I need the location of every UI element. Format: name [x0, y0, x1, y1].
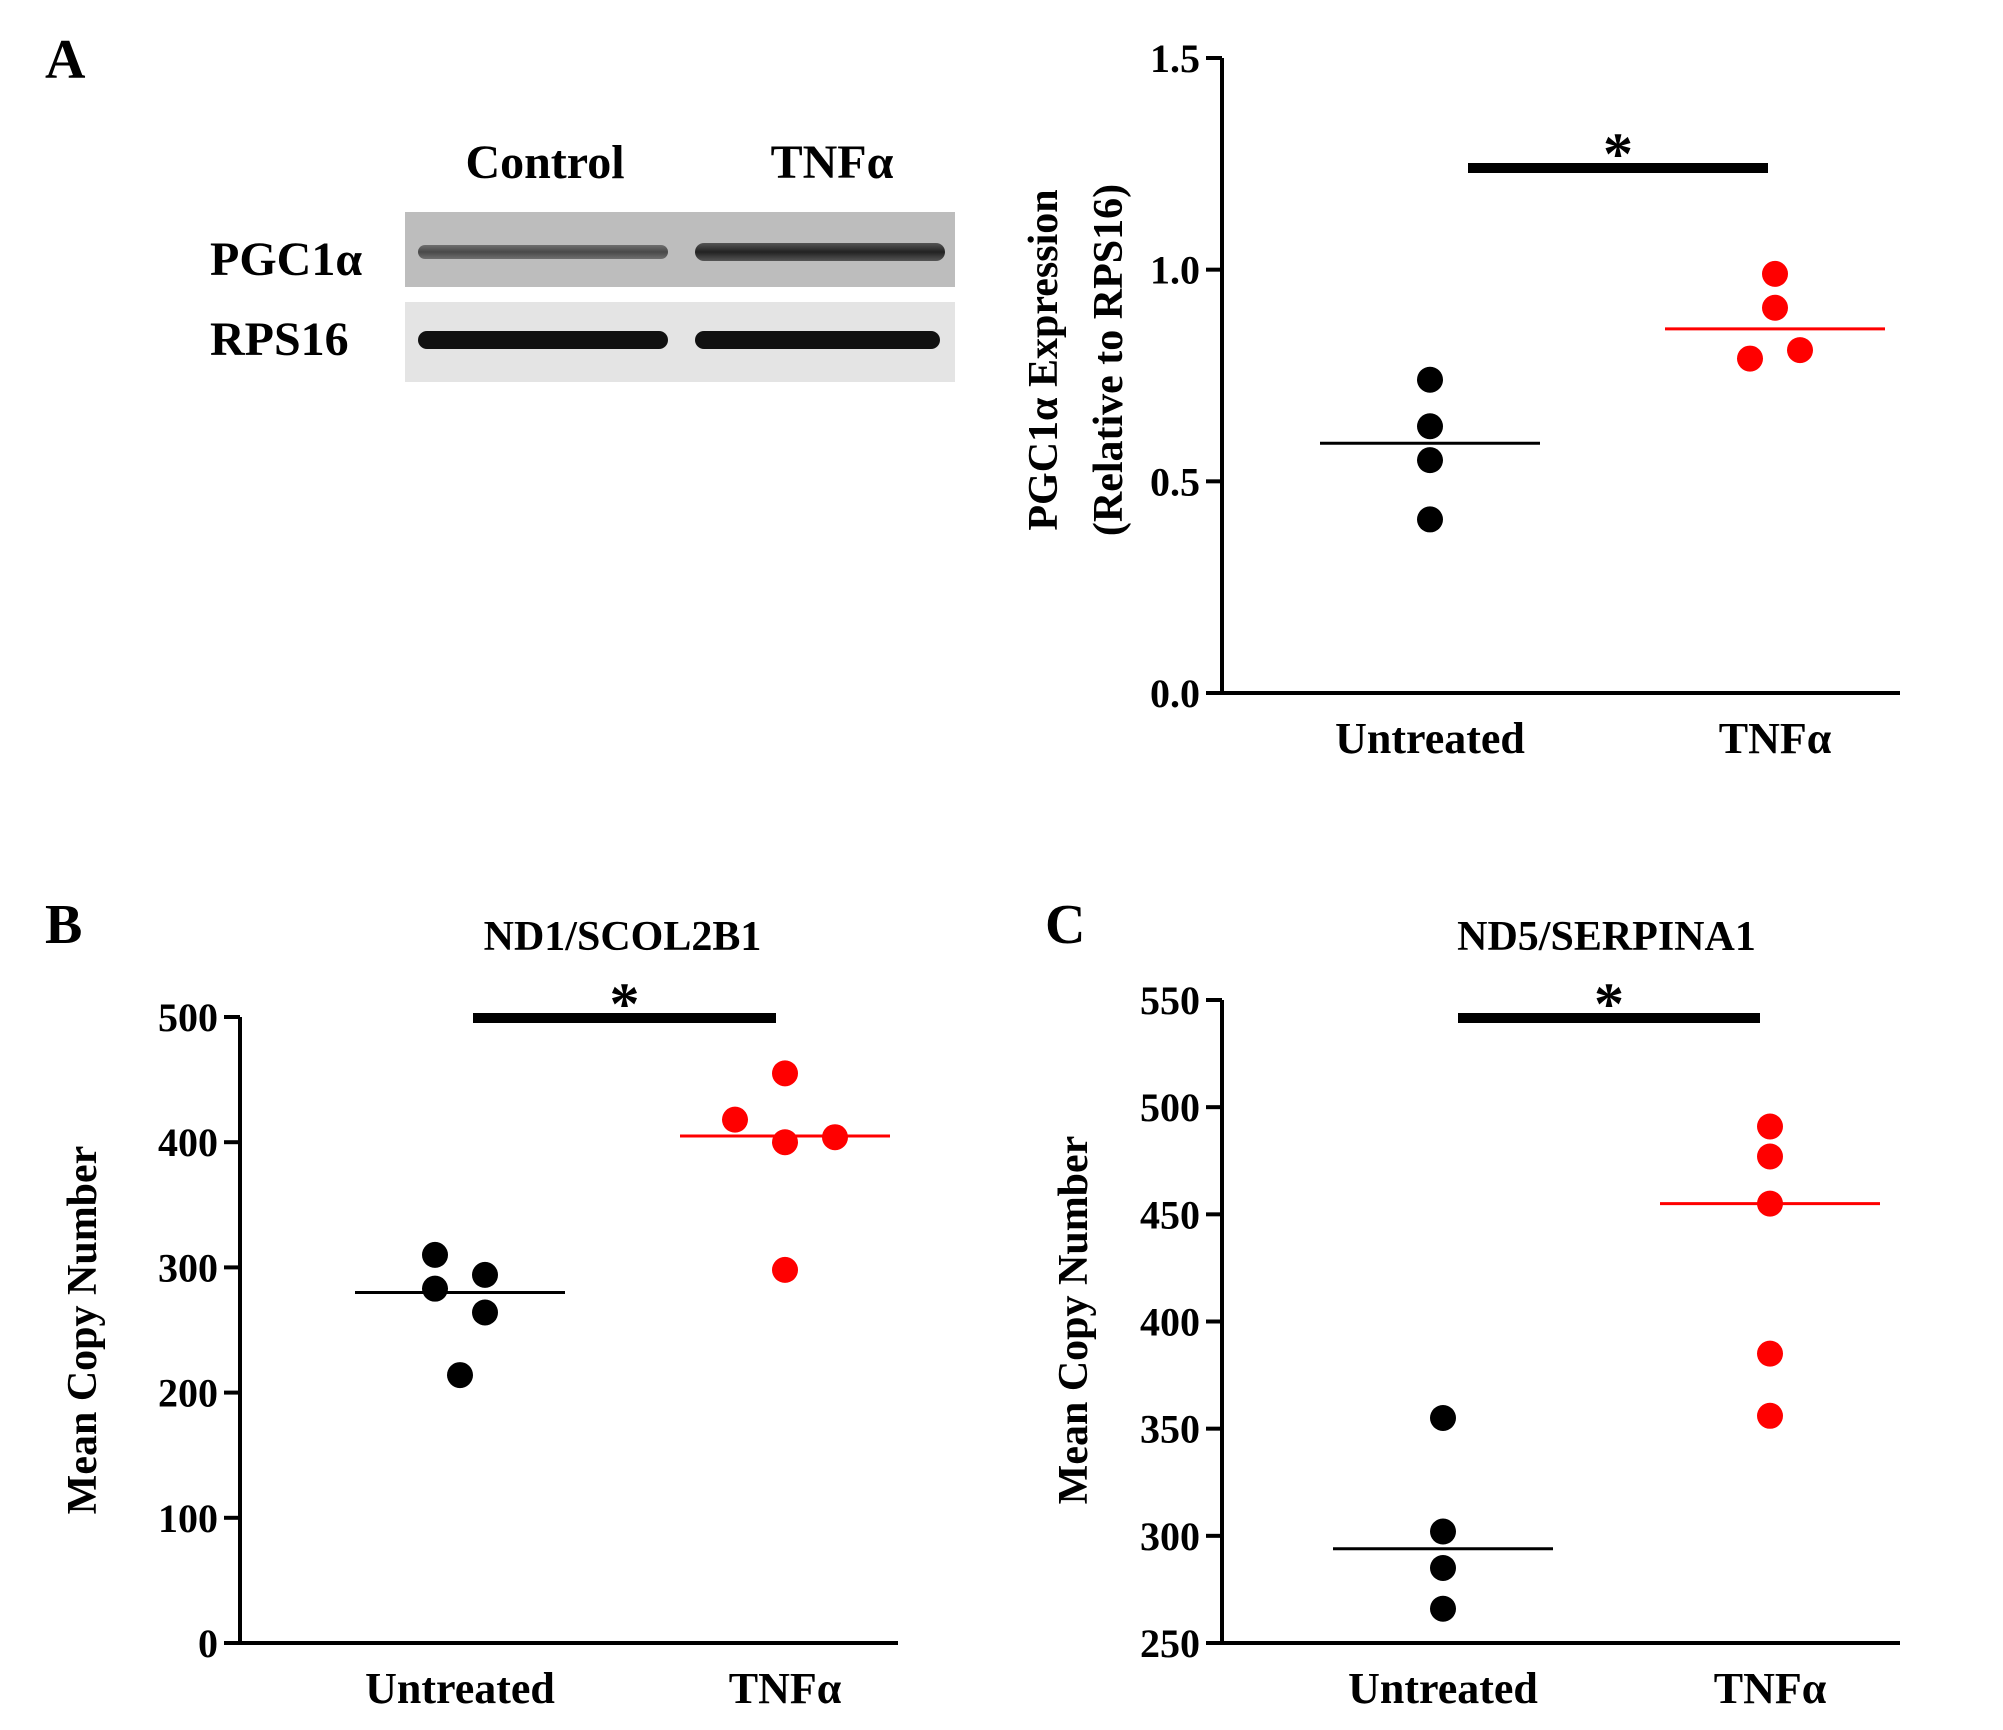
data-point-tnf: [772, 1129, 798, 1156]
blot-lane-label-control: Control: [465, 136, 624, 189]
significance-asterisk: *: [610, 971, 640, 1037]
x-category-label: TNFα: [729, 1664, 842, 1713]
y-tick-label: 100: [158, 1496, 218, 1541]
y-tick-label: 400: [1140, 1300, 1200, 1345]
data-point-untreated: [472, 1299, 498, 1326]
blot-band-rps16-control: [418, 331, 668, 349]
data-point-untreated: [1430, 1518, 1456, 1545]
significance-asterisk: *: [1594, 971, 1624, 1037]
chart-title: ND1/SCOL2B1: [484, 914, 762, 960]
chart-b-nd1-copy-number: 0 100 200 300 400 500 Untreated TNFα Mean Copy N…: [60, 914, 898, 1713]
blot-band-pgc1a-tnf: [695, 243, 945, 261]
y-tick-label: 250: [1140, 1621, 1200, 1666]
data-point-tnf: [772, 1256, 798, 1283]
y-tick-label: 1.0: [1150, 248, 1200, 293]
data-point-tnf: [772, 1060, 798, 1087]
blot-lane-label-tnf: TNFα: [771, 136, 894, 189]
data-point-tnf: [1762, 294, 1788, 321]
x-category-label: Untreated: [1348, 1664, 1538, 1713]
western-blot: Control TNFα PGC1α RPS16: [210, 136, 955, 382]
x-category-label: Untreated: [1335, 714, 1525, 763]
data-point-untreated: [472, 1261, 498, 1288]
data-point-untreated: [1417, 413, 1443, 440]
y-tick-label: 200: [158, 1371, 218, 1416]
y-tick-label: 1.5: [1150, 36, 1200, 81]
data-point-untreated: [1417, 447, 1443, 474]
significance-asterisk: *: [1603, 121, 1633, 187]
data-point-untreated: [1417, 506, 1443, 533]
y-axis-title: PGC1α Expression: [1021, 189, 1067, 530]
chart-a-pgc1a-expression: 0.0 0.5 1.0 1.5 Untreated TNFα PGC1α Expressio…: [1021, 36, 1900, 763]
data-point-tnf: [1762, 260, 1788, 287]
data-point-untreated: [1430, 1404, 1456, 1431]
data-point-tnf: [822, 1124, 848, 1151]
y-axis-title: Mean Copy Number: [1051, 1136, 1097, 1505]
chart-title: ND5/SERPINA1: [1457, 914, 1756, 960]
y-tick-label: 300: [1140, 1514, 1200, 1559]
y-tick-label: 550: [1140, 978, 1200, 1023]
blot-band-rps16-tnf: [695, 331, 940, 349]
data-point-tnf: [1787, 337, 1813, 364]
data-point-untreated: [1430, 1554, 1456, 1581]
data-point-untreated: [447, 1362, 473, 1389]
panel-a-letter: A: [45, 29, 86, 91]
data-point-tnf: [1757, 1190, 1783, 1217]
data-point-tnf: [1757, 1143, 1783, 1170]
data-point-untreated: [1430, 1595, 1456, 1622]
data-point-tnf: [1757, 1340, 1783, 1367]
data-point-tnf: [1757, 1402, 1783, 1429]
chart-c-nd5-copy-number: 250 300 350 400 450 500 550 Untreated TNFα Mean C…: [1051, 914, 1900, 1713]
x-category-label: TNFα: [1714, 1664, 1827, 1713]
data-point-tnf: [1737, 345, 1763, 372]
y-tick-label: 500: [158, 995, 218, 1040]
y-tick-label: 0: [198, 1621, 218, 1666]
y-axis-title-line2: (Relative to RPS16): [1086, 184, 1132, 536]
blot-row-label-rps16: RPS16: [210, 313, 349, 366]
data-point-untreated: [1417, 366, 1443, 393]
y-tick-label: 300: [158, 1245, 218, 1290]
panel-c-letter: C: [1045, 894, 1085, 956]
blot-band-pgc1a-control: [418, 245, 668, 259]
y-tick-label: 0.0: [1150, 671, 1200, 716]
data-point-tnf: [722, 1106, 748, 1133]
data-point-untreated: [422, 1241, 448, 1268]
y-axis-title: Mean Copy Number: [60, 1146, 106, 1515]
y-tick-label: 450: [1140, 1192, 1200, 1237]
y-tick-label: 400: [158, 1120, 218, 1165]
x-category-label: Untreated: [365, 1664, 555, 1713]
panel-b-letter: B: [45, 894, 82, 956]
y-tick-label: 0.5: [1150, 459, 1200, 504]
blot-row-label-pgc1a: PGC1α: [210, 233, 362, 286]
y-tick-label: 500: [1140, 1085, 1200, 1130]
data-point-untreated: [422, 1275, 448, 1302]
data-point-tnf: [1757, 1113, 1783, 1140]
y-tick-label: 350: [1140, 1407, 1200, 1452]
x-category-label: TNFα: [1719, 714, 1832, 763]
